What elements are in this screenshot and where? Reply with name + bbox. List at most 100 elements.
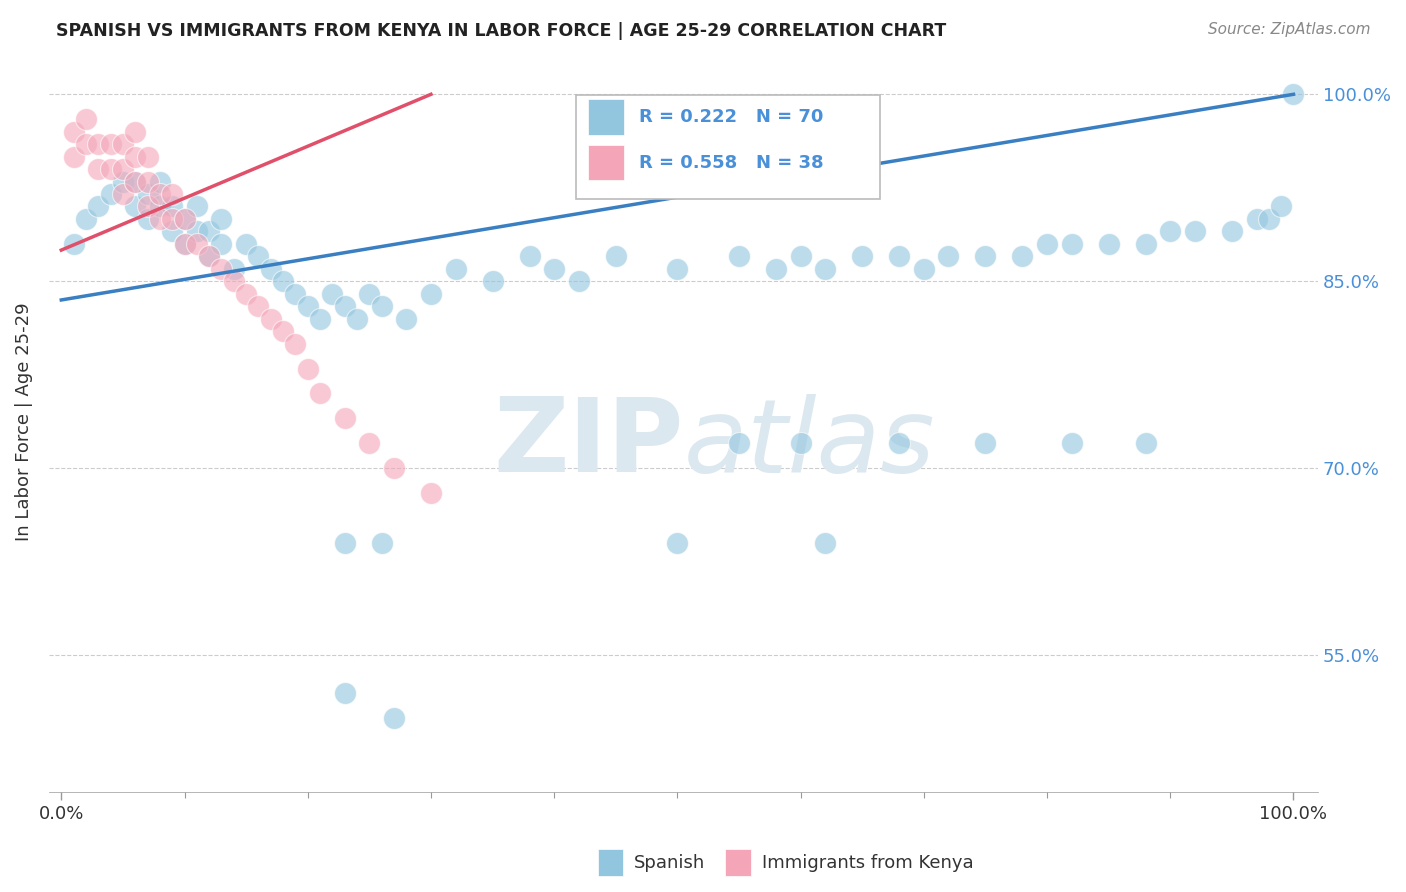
Point [333, 685, 356, 699]
Point [519, 249, 541, 263]
Point [568, 274, 591, 288]
Point [1159, 224, 1181, 238]
Point [1257, 211, 1279, 226]
Point [173, 211, 195, 226]
Point [1098, 236, 1121, 251]
FancyBboxPatch shape [588, 99, 624, 135]
Text: Spanish: Spanish [634, 854, 706, 871]
Point [1135, 236, 1157, 251]
Point [765, 261, 787, 276]
Point [75, 211, 97, 226]
Point [87, 199, 110, 213]
Point [297, 299, 319, 313]
Point [211, 211, 233, 226]
Point [1246, 211, 1268, 226]
Text: Immigrants from Kenya: Immigrants from Kenya [762, 854, 974, 871]
Point [271, 324, 294, 338]
Point [271, 274, 294, 288]
Point [198, 249, 221, 263]
Point [149, 175, 172, 189]
Point [789, 249, 811, 263]
Point [149, 199, 172, 213]
Text: atlas: atlas [683, 393, 935, 494]
Point [382, 461, 405, 475]
Point [1060, 436, 1083, 450]
Point [247, 299, 270, 313]
Point [974, 436, 997, 450]
Point [382, 710, 405, 724]
Point [173, 236, 195, 251]
Point [333, 411, 356, 425]
Point [136, 199, 159, 213]
Point [62, 236, 84, 251]
Point [173, 211, 195, 226]
Point [309, 386, 332, 401]
Point [235, 236, 257, 251]
Point [111, 137, 134, 152]
Point [149, 211, 172, 226]
Point [62, 150, 84, 164]
Text: R = 0.222   N = 70: R = 0.222 N = 70 [640, 108, 824, 126]
Text: R = 0.558   N = 38: R = 0.558 N = 38 [640, 153, 824, 171]
Point [149, 187, 172, 202]
Point [260, 261, 283, 276]
Point [160, 199, 183, 213]
Point [789, 436, 811, 450]
Point [814, 536, 837, 550]
Point [1220, 224, 1243, 238]
Point [111, 187, 134, 202]
Point [186, 224, 208, 238]
Point [851, 249, 873, 263]
Point [136, 187, 159, 202]
Point [1060, 236, 1083, 251]
Point [974, 249, 997, 263]
Text: ZIP: ZIP [494, 393, 683, 494]
Point [111, 162, 134, 177]
Point [198, 249, 221, 263]
Point [100, 187, 122, 202]
Point [235, 286, 257, 301]
Point [173, 236, 195, 251]
Point [1184, 224, 1206, 238]
Point [100, 162, 122, 177]
Point [728, 249, 751, 263]
Point [309, 311, 332, 326]
Point [1135, 436, 1157, 450]
FancyBboxPatch shape [575, 95, 880, 199]
Point [198, 224, 221, 238]
Point [284, 286, 307, 301]
Point [481, 274, 503, 288]
Point [938, 249, 960, 263]
Point [605, 249, 627, 263]
Point [666, 536, 689, 550]
Point [370, 536, 392, 550]
Point [62, 125, 84, 139]
Point [814, 261, 837, 276]
Point [889, 249, 911, 263]
Point [333, 299, 356, 313]
Point [395, 311, 418, 326]
Text: SPANISH VS IMMIGRANTS FROM KENYA IN LABOR FORCE | AGE 25-29 CORRELATION CHART: SPANISH VS IMMIGRANTS FROM KENYA IN LABO… [56, 22, 946, 40]
Point [222, 274, 245, 288]
Point [420, 286, 443, 301]
Point [420, 486, 443, 500]
Point [284, 336, 307, 351]
Point [297, 361, 319, 376]
Point [321, 286, 343, 301]
Point [543, 261, 565, 276]
Point [359, 286, 381, 301]
Point [186, 236, 208, 251]
Point [124, 199, 146, 213]
Y-axis label: In Labor Force | Age 25-29: In Labor Force | Age 25-29 [15, 302, 32, 541]
Point [346, 311, 368, 326]
Point [728, 436, 751, 450]
Point [124, 175, 146, 189]
Point [100, 137, 122, 152]
Point [124, 125, 146, 139]
FancyBboxPatch shape [588, 145, 624, 180]
Point [160, 224, 183, 238]
Point [124, 150, 146, 164]
Point [160, 211, 183, 226]
Point [75, 137, 97, 152]
Point [247, 249, 270, 263]
